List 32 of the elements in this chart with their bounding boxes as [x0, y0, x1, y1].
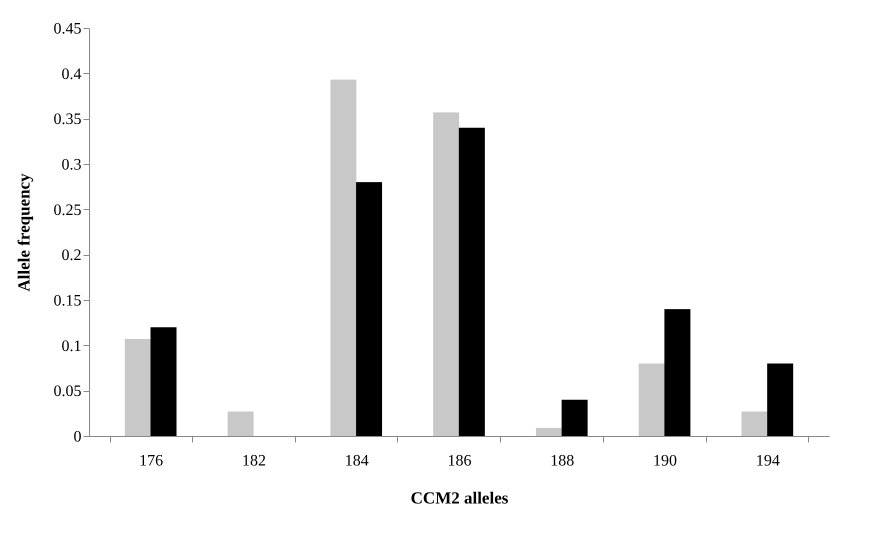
bar: [664, 309, 690, 436]
x-tick-label: 190: [653, 452, 678, 470]
y-tick-label: 0.15: [54, 292, 82, 310]
bar: [330, 80, 356, 436]
bar: [536, 428, 562, 436]
y-tick-label: 0.35: [54, 111, 82, 128]
bar: [458, 128, 485, 436]
y-tick-label: 0.3: [62, 156, 82, 174]
y-tick-label: 0.4: [62, 66, 82, 83]
bar: [767, 363, 794, 436]
y-tick-label: 0.1: [62, 338, 82, 355]
bar: [562, 400, 588, 436]
y-tick-label: 0.05: [54, 383, 82, 400]
bar: [638, 363, 665, 436]
bar: [433, 112, 460, 436]
y-tick-label: 0.45: [54, 20, 82, 38]
x-tick-label: 188: [550, 452, 574, 470]
bar: [124, 338, 151, 436]
y-axis-title: Allele frequency: [14, 172, 34, 292]
x-tick-label: 176: [139, 452, 164, 470]
x-tick-label: 184: [344, 452, 369, 470]
y-tick-label: 0.2: [62, 247, 82, 264]
x-tick-label: 182: [242, 452, 266, 470]
x-tick-label: 194: [756, 452, 780, 470]
y-tick-label: 0.25: [54, 202, 82, 219]
bar: [150, 327, 177, 436]
bar: [741, 412, 768, 436]
y-tick-label: 0: [74, 428, 82, 446]
x-tick-label: 186: [448, 452, 472, 470]
x-axis-title: CCM2 alleles: [410, 488, 509, 508]
bar: [356, 182, 382, 436]
bar: [228, 412, 254, 436]
